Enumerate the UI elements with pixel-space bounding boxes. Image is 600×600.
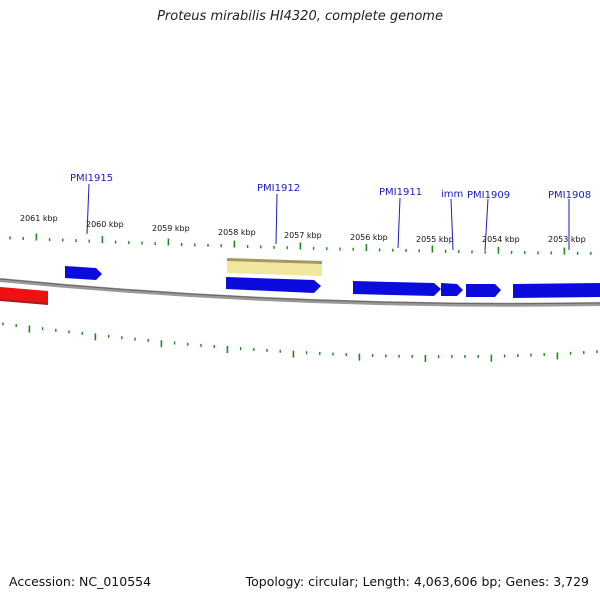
- gene-label-pmi1912[interactable]: PMI1912: [257, 183, 300, 194]
- genome-summary: Topology: circular; Length: 4,063,606 bp…: [245, 574, 589, 589]
- genome-backbone: [0, 278, 600, 307]
- scale-label: 2059 kbp: [152, 224, 190, 233]
- scale-label: 2058 kbp: [218, 228, 256, 237]
- scale-ticks-bottom: [2, 322, 598, 362]
- scale-label: 2057 kbp: [284, 231, 322, 240]
- gene-imm[interactable]: [441, 283, 463, 296]
- gene-label-pmi1908[interactable]: PMI1908: [548, 190, 591, 201]
- scale-ticks-top: [9, 233, 592, 255]
- gene-label-imm[interactable]: imm: [441, 189, 463, 200]
- gene-pmi1911[interactable]: [353, 281, 441, 296]
- gene-pmi1915[interactable]: [65, 266, 102, 280]
- gene-reverse-red[interactable]: [0, 287, 48, 305]
- scale-label: 2054 kbp: [482, 235, 520, 244]
- accession-label: Accession: NC_010554: [9, 574, 152, 589]
- scale-label: 2056 kbp: [350, 233, 388, 242]
- scale-label: 2061 kbp: [20, 214, 58, 223]
- gene-label-pmi1911[interactable]: PMI1911: [379, 187, 422, 198]
- gene-label-pmi1915[interactable]: PMI1915: [70, 173, 113, 184]
- gene-pmi1908[interactable]: [513, 283, 600, 298]
- gene-pmi1912[interactable]: [226, 277, 321, 293]
- gene-label-pmi1909[interactable]: PMI1909: [467, 190, 510, 201]
- scale-label: 2053 kbp: [548, 235, 586, 244]
- scale-label: 2055 kbp: [416, 235, 454, 244]
- gene-pmi1909[interactable]: [466, 284, 501, 297]
- scale-labels: 2061 kbp 2060 kbp 2059 kbp 2058 kbp 2057 kbp…: [20, 214, 586, 244]
- genome-backbone-highlight: [0, 278, 600, 305]
- highlight-region[interactable]: [227, 258, 322, 276]
- scale-label: 2060 kbp: [86, 220, 124, 229]
- gene-label-lines: [86, 183, 570, 251]
- map-title: Proteus mirabilis HI4320, complete genom…: [157, 9, 443, 24]
